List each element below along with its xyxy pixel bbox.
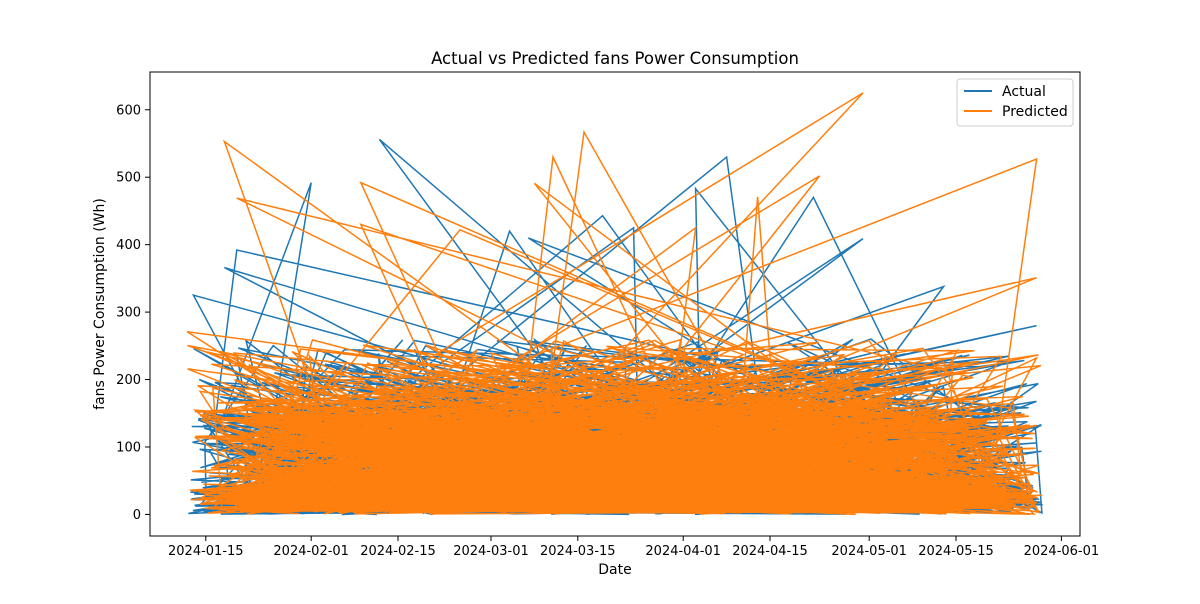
- x-tick-label: 2024-04-01: [645, 544, 721, 559]
- x-tick-label: 2024-05-15: [918, 544, 994, 559]
- y-tick-label: 600: [116, 103, 141, 118]
- x-axis-label: Date: [598, 562, 631, 578]
- y-tick-label: 500: [116, 171, 141, 186]
- x-tick-label: 2024-03-15: [540, 544, 616, 559]
- x-tick-label: 2024-01-15: [168, 544, 244, 559]
- x-tick-label: 2024-05-01: [831, 544, 907, 559]
- y-tick-label: 0: [133, 508, 141, 523]
- y-tick-label: 200: [116, 373, 141, 388]
- y-axis-label: fans Power Consumption (Wh): [92, 198, 108, 410]
- legend-label-predicted: Predicted: [1002, 104, 1068, 120]
- y-tick-label: 400: [116, 238, 141, 253]
- legend: Actual Predicted: [956, 78, 1074, 127]
- series-layer: [186, 92, 1043, 516]
- x-tick-label: 2024-06-01: [1024, 544, 1100, 559]
- x-tick-label: 2024-02-01: [273, 544, 349, 559]
- plot-frame: [149, 71, 1081, 537]
- x-tick-label: 2024-03-01: [453, 544, 529, 559]
- y-tick-label: 300: [116, 306, 141, 321]
- x-tick-label: 2024-04-15: [732, 544, 808, 559]
- y-tick-label: 100: [116, 440, 141, 455]
- x-axis: 2024-01-15 2024-02-01 2024-02-15 2024-03-01…: [168, 536, 1099, 559]
- x-tick-label: 2024-02-15: [360, 544, 436, 559]
- legend-label-actual: Actual: [1002, 84, 1046, 100]
- series-line-predicted: [186, 92, 1043, 516]
- y-axis: 0 100 200 300 400 500 600: [116, 103, 150, 523]
- chart-title: Actual vs Predicted fans Power Consumpti…: [431, 49, 799, 68]
